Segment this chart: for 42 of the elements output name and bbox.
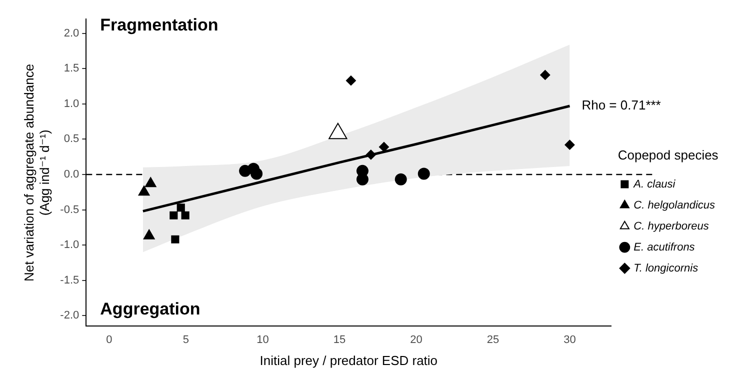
- y-tick-label: 2.0: [64, 27, 80, 40]
- point: [171, 235, 180, 244]
- x-axis-title: Initial prey / predator ESD ratio: [260, 352, 438, 368]
- point: [170, 211, 178, 220]
- point: [138, 186, 150, 196]
- y-tick-label: 1.5: [64, 62, 80, 75]
- annotation: Fragmentation: [100, 15, 218, 34]
- y-tick-label: -1.0: [60, 239, 80, 252]
- legend-label: T. longicornis: [634, 262, 699, 274]
- legend-label: A. clausi: [632, 178, 676, 190]
- x-tick-label: 0: [106, 334, 112, 346]
- x-tick-label: 10: [256, 334, 269, 346]
- y-tick-label: -2.0: [60, 310, 80, 322]
- legend-title: Copepod species: [618, 147, 719, 162]
- y-tick-label: 1.0: [64, 98, 80, 110]
- point: [366, 150, 376, 160]
- point: [418, 168, 430, 180]
- point: [143, 229, 155, 240]
- point: [181, 211, 190, 220]
- point: [378, 142, 389, 152]
- x-tick-label: 30: [564, 334, 576, 346]
- legend-label: C. helgolandicus: [634, 199, 716, 212]
- point: [144, 177, 156, 188]
- y-tick-label: -1.5: [60, 274, 80, 286]
- annotation: Rho = 0.71***: [582, 98, 661, 113]
- point: [394, 173, 407, 186]
- point: [540, 70, 550, 80]
- y-axis-title: Net variation of aggregate abundance (Agg ind⁻¹ d⁻¹): [21, 64, 52, 282]
- annotation: Aggregation: [100, 299, 200, 318]
- x-tick-label: 5: [182, 334, 189, 346]
- x-tick-label: 25: [486, 334, 500, 346]
- x-tick-label: 15: [333, 334, 346, 346]
- point: [176, 204, 185, 212]
- y-tick-label: 0.5: [64, 133, 80, 146]
- point: [564, 140, 575, 150]
- y-tick-label: -0.5: [60, 204, 80, 216]
- legend-label: C. hyperboreus: [634, 220, 710, 232]
- legend-label: E. acutifrons: [634, 241, 696, 254]
- y-tick-label: 0.0: [64, 168, 80, 180]
- point: [346, 76, 356, 86]
- x-tick-label: 20: [410, 334, 422, 346]
- point: [250, 168, 263, 180]
